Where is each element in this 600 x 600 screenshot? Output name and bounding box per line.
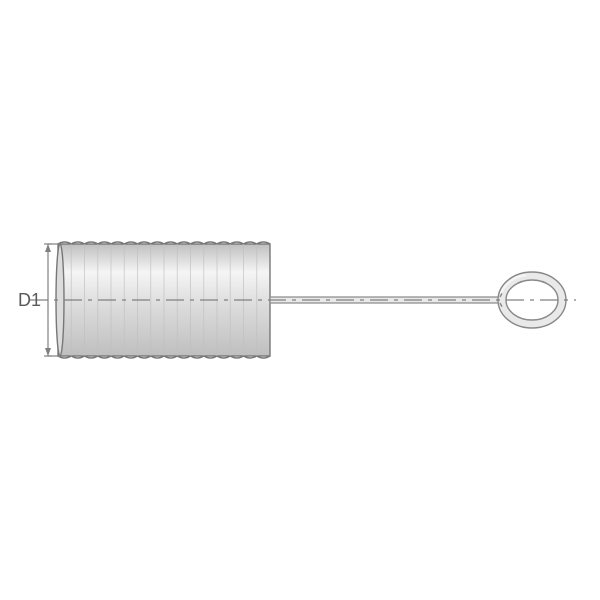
dimension-label: D1	[18, 290, 41, 310]
brush-diagram: D1	[0, 0, 600, 600]
